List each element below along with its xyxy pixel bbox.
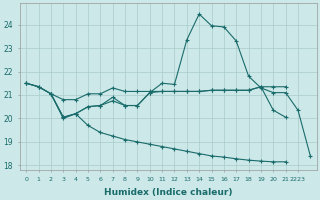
X-axis label: Humidex (Indice chaleur): Humidex (Indice chaleur) bbox=[104, 188, 233, 197]
